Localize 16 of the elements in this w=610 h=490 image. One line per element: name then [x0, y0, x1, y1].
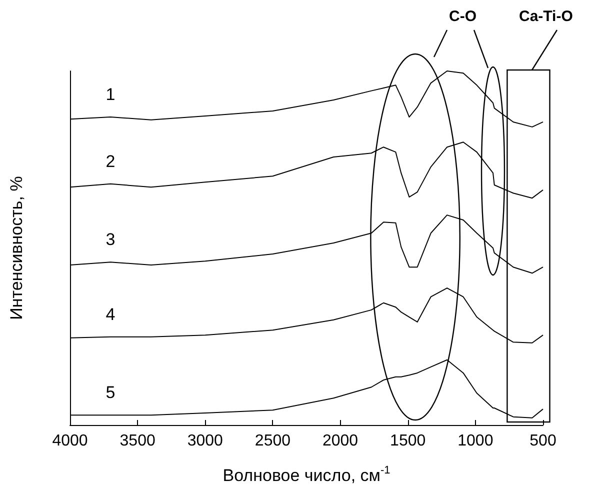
- x-tick-label: 3500: [120, 432, 156, 450]
- text: Ca-Ti-O: [519, 8, 573, 25]
- text: C-O: [449, 8, 476, 25]
- series-label: 4: [106, 304, 116, 324]
- series-label: 5: [106, 383, 116, 402]
- x-tick-label: 4000: [52, 432, 88, 450]
- x-tick-label: 500: [530, 432, 556, 450]
- x-tick-label: 3000: [187, 432, 224, 450]
- series-label: 3: [106, 230, 116, 250]
- x-tick-label: 1500: [390, 432, 426, 450]
- x-tick-label: 1000: [458, 432, 494, 450]
- series-label: 1: [106, 85, 116, 104]
- y-axis-title: Интенсивность, %: [7, 176, 26, 320]
- x-tick-label: 2500: [254, 432, 291, 450]
- series-label: 2: [106, 152, 116, 171]
- x-tick-label: 2000: [322, 432, 358, 450]
